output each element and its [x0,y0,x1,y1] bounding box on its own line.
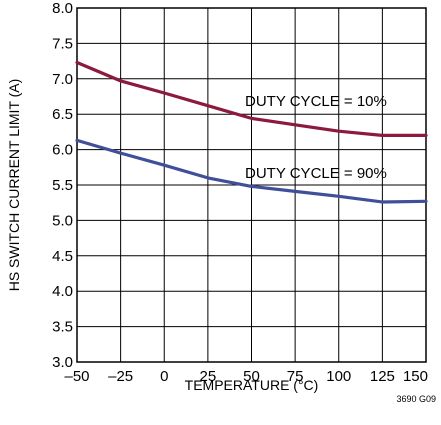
x-tick-label: 125 [370,368,395,385]
plot-frame [76,7,427,363]
series-label-duty-10: DUTY CYCLE = 10% [245,93,387,110]
x-tick-label: –25 [108,368,133,385]
y-tick-label: 3.0 [52,354,73,371]
y-tick-label: 8.0 [52,0,73,17]
y-tick-label: 3.5 [52,319,73,336]
x-tick-label: 100 [326,368,351,385]
series-line-duty-90 [75,138,428,204]
y-axis-title: HS SWITCH CURRENT LIMIT (A) [6,79,22,292]
y-tick-label: 4.5 [52,248,73,265]
x-axis-title: TEMPERATURE (°C) [185,377,319,393]
figure-code: 3690 G09 [396,394,436,404]
x-tick-label: 50 [243,368,260,385]
y-tick-labels: 3.0 3.5 4.0 4.5 5.0 5.5 6.0 6.5 7.0 7.5 8.0 [52,0,73,371]
x-tick-labels: –50 –25 0 25 50 75 100 125 150 [64,368,428,385]
x-tick-label: –50 [64,368,89,385]
y-tick-label: 7.5 [52,35,73,52]
x-tick-label: 75 [287,368,304,385]
y-tick-label: 5.5 [52,177,73,194]
series-layer [75,60,428,204]
x-tick-label: 150 [403,368,428,385]
series-line-duty-10 [75,60,428,137]
x-tick-label: 25 [200,368,217,385]
y-tick-label: 6.5 [52,106,73,123]
y-tick-label: 7.0 [52,71,73,88]
y-tick-label: 4.0 [52,283,73,300]
y-tick-label: 5.0 [52,212,73,229]
series-label-duty-90: DUTY CYCLE = 90% [245,165,387,182]
x-tick-label: 0 [160,368,168,385]
grid [77,8,426,362]
y-tick-label: 6.0 [52,142,73,159]
